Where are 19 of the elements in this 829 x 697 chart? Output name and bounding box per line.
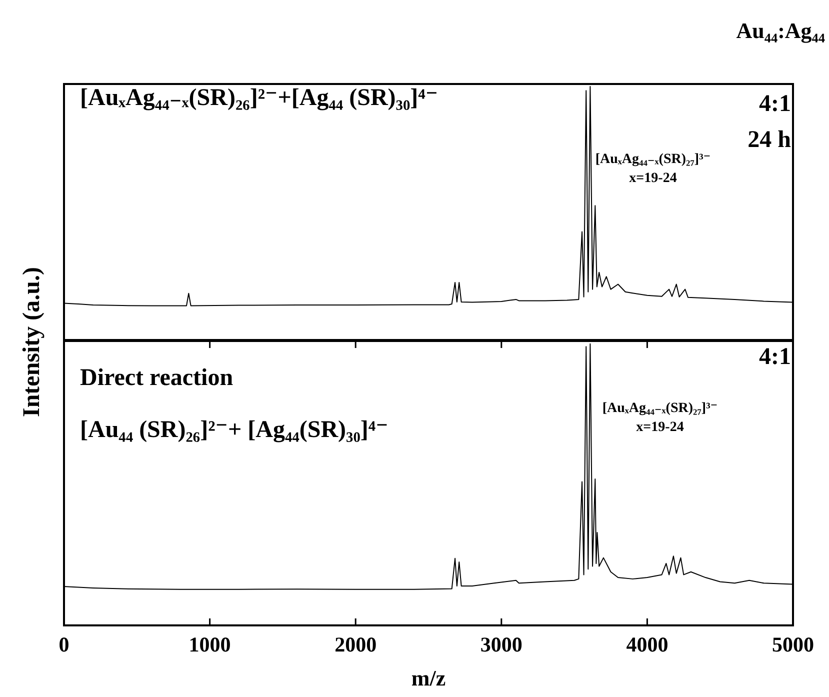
annotation: 4:1 [759, 91, 791, 117]
annotation: 4:1 [759, 344, 791, 370]
annotation: [AuₓAg₄₄₋ₓ(SR)₂₇]³⁻ [602, 401, 718, 416]
chart-title: Au₄₄:Ag₄₄ [736, 18, 825, 43]
annotation: x=19-24 [636, 420, 684, 435]
annotation: Direct reaction [80, 365, 234, 391]
y-axis-title: Intensity (a.u.) [19, 266, 45, 418]
annotation: [Au₄₄ (SR)₂₆]²⁻+ [Ag₄₄(SR)₃₀]⁴⁻ [80, 417, 388, 443]
annotation: x=19-24 [629, 171, 677, 186]
x-tick-label: 5000 [772, 632, 814, 656]
x-axis-title: m/z [411, 665, 446, 690]
x-tick-label: 3000 [480, 632, 522, 656]
x-tick-label: 1000 [188, 632, 231, 656]
annotation: [AuₓAg₄₄₋ₓ(SR)₂₇]³⁻ [595, 152, 711, 167]
x-tick-label: 0 [58, 632, 70, 656]
annotation: [AuₓAg₄₄₋ₓ(SR)₂₆]²⁻+[Ag₄₄ (SR)₃₀]⁴⁻ [80, 85, 438, 111]
x-tick-label: 2000 [334, 632, 377, 656]
x-tick-label: 4000 [626, 632, 668, 656]
annotation: 24 h [748, 127, 791, 153]
